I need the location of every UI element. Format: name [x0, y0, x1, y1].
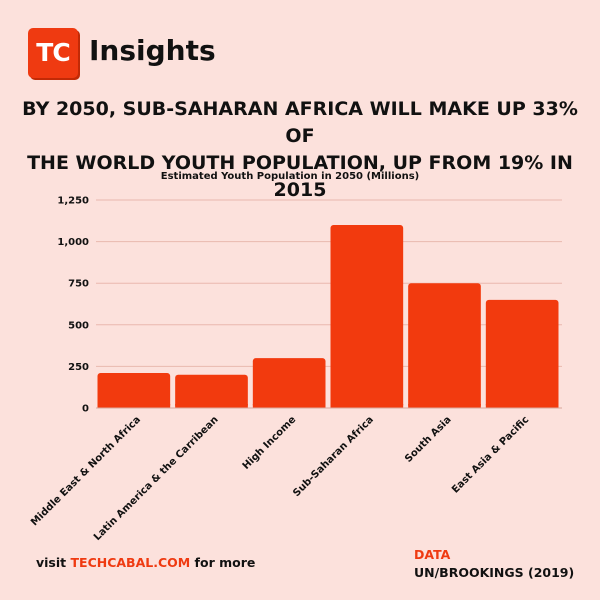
bar [330, 224, 404, 408]
footer-note: visit TECHCABAL.COM for more [36, 555, 255, 570]
bar-base [175, 404, 248, 408]
bar [175, 374, 248, 408]
headline-line-2: THE WORLD YOUTH POPULATION, UP FROM 19% … [27, 152, 573, 201]
footer-suffix: for more [190, 555, 256, 570]
bar [97, 373, 171, 408]
logo-text: TC [36, 38, 70, 67]
y-tick-label: 1,250 [57, 196, 89, 207]
y-tick-label: 500 [68, 320, 89, 331]
x-tick-label: Latin America & the Carribean [92, 414, 221, 543]
bar [408, 283, 481, 408]
bar-base [408, 404, 481, 408]
y-tick-label: 0 [82, 404, 89, 415]
x-tick-label: South Asia [403, 414, 454, 465]
source-label: DATA [414, 547, 451, 562]
source-value: UN/BROOKINGS (2019) [414, 565, 575, 580]
y-tick-label: 250 [68, 362, 89, 373]
bar [485, 299, 559, 408]
headline-line-1: BY 2050, SUB-SAHARAN AFRICA WILL MAKE UP… [22, 98, 578, 147]
y-tick-label: 750 [68, 279, 89, 290]
data-source: DATA UN/BROOKINGS (2019) [414, 546, 574, 582]
bar-base [252, 404, 326, 408]
x-tick-label: Sub-Saharan Africa [291, 414, 376, 499]
techcabal-logo: TC [28, 28, 78, 78]
footer-prefix: visit [36, 555, 71, 570]
bar [252, 358, 326, 408]
bar-base [97, 404, 171, 408]
brand-name: Insights [89, 34, 216, 67]
footer-site-link[interactable]: TECHCABAL.COM [70, 555, 191, 570]
y-tick-label: 1,000 [57, 237, 89, 248]
bar-base [330, 404, 404, 408]
headline: BY 2050, SUB-SAHARAN AFRICA WILL MAKE UP… [20, 96, 580, 204]
x-tick-label: East Asia & Pacific [450, 414, 531, 495]
x-tick-label: High Income [241, 414, 299, 472]
bar-base [485, 404, 559, 408]
chart-title: Estimated Youth Population in 2050 (Mill… [161, 171, 419, 182]
